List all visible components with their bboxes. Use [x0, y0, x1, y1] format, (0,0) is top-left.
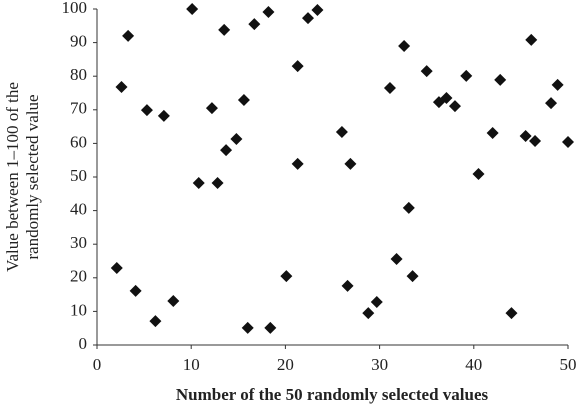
point [344, 157, 357, 170]
point [486, 126, 499, 139]
y-tick-label: 70 [70, 99, 87, 118]
y-tick-label: 40 [70, 200, 87, 219]
x-tick-label: 20 [277, 355, 294, 374]
point [205, 102, 218, 115]
y-tick-label: 60 [70, 132, 87, 151]
point [241, 321, 254, 334]
x-tick-label: 40 [465, 355, 482, 374]
point [149, 315, 162, 328]
point [211, 177, 224, 190]
point [237, 94, 250, 107]
y-tick-label: 0 [79, 334, 88, 353]
point [460, 69, 473, 82]
y-tick-label: 80 [70, 65, 87, 84]
x-tick-label: 50 [560, 355, 577, 374]
point [448, 100, 461, 113]
point [302, 12, 315, 25]
point [494, 73, 507, 86]
point [291, 157, 304, 170]
point [525, 33, 538, 46]
x-tick-label: 10 [183, 355, 200, 374]
point [167, 294, 180, 307]
y-axis-title: Value between 1–100 of the [3, 82, 22, 272]
point [110, 262, 123, 275]
point [220, 144, 233, 157]
y-axis-title: randomly selected value [23, 94, 42, 259]
point [383, 81, 396, 94]
point [529, 135, 542, 148]
point [157, 109, 170, 122]
point [280, 270, 293, 283]
point [311, 4, 324, 17]
y-tick-label: 10 [70, 300, 87, 319]
point [192, 177, 205, 190]
x-tick-label: 30 [371, 355, 388, 374]
point [420, 65, 433, 78]
x-tick-label: 0 [93, 355, 102, 374]
point [262, 6, 275, 19]
y-tick-label: 20 [70, 267, 87, 286]
point [398, 39, 411, 52]
point [341, 279, 354, 292]
point [406, 270, 419, 283]
point [140, 104, 153, 117]
y-tick-label: 90 [70, 32, 87, 51]
point [264, 321, 277, 334]
y-tick-label: 100 [62, 0, 88, 17]
x-axis-title: Number of the 50 randomly selected value… [176, 385, 489, 404]
point [440, 92, 453, 105]
point [370, 295, 383, 308]
y-tick-label: 50 [70, 166, 87, 185]
point [129, 284, 142, 297]
point [562, 136, 574, 149]
point [335, 125, 348, 138]
point [390, 252, 403, 265]
point [519, 130, 532, 143]
point [115, 80, 128, 93]
point [505, 307, 518, 320]
point [545, 97, 558, 110]
point [402, 201, 415, 214]
point [186, 3, 199, 15]
point [291, 60, 304, 73]
point [122, 29, 135, 42]
point [551, 78, 564, 91]
point [218, 23, 231, 36]
point [248, 18, 261, 31]
point [230, 133, 243, 146]
y-tick-label: 30 [70, 233, 87, 252]
point [362, 307, 375, 320]
point [472, 167, 485, 180]
